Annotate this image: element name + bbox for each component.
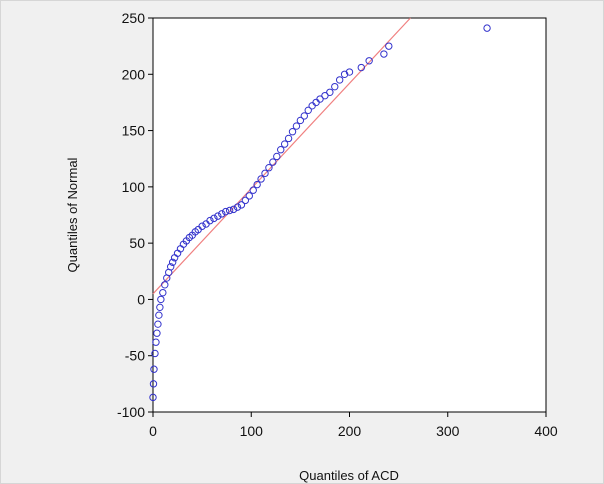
y-axis-ticks: -100 -50 0 50 100 150 200 250 xyxy=(117,10,153,420)
data-point xyxy=(296,116,305,125)
data-point xyxy=(288,127,297,136)
data-point xyxy=(483,24,491,32)
plot-area xyxy=(152,17,547,413)
data-point xyxy=(345,68,354,76)
x-tick-label: 0 xyxy=(149,423,157,439)
data-point xyxy=(335,76,344,84)
data-point xyxy=(214,212,222,220)
data-point xyxy=(380,50,388,58)
data-point xyxy=(331,82,339,91)
data-point xyxy=(265,164,273,172)
data-point xyxy=(222,207,230,216)
data-point xyxy=(153,329,161,337)
data-point xyxy=(257,175,265,183)
data-point xyxy=(365,57,373,65)
y-tick-label: 150 xyxy=(122,123,146,139)
data-points xyxy=(149,24,491,402)
data-point xyxy=(245,192,253,200)
y-tick-label: 50 xyxy=(129,235,145,251)
data-point xyxy=(161,281,169,289)
data-point xyxy=(321,91,329,100)
data-point xyxy=(249,186,257,194)
data-point xyxy=(166,263,175,271)
data-point xyxy=(156,303,164,312)
y-axis-label: Quantiles of Normal xyxy=(65,157,80,272)
y-tick-label: -50 xyxy=(125,348,145,364)
data-point xyxy=(292,122,301,130)
data-point xyxy=(157,295,165,304)
x-axis-ticks: 0 100 200 300 400 xyxy=(149,412,558,439)
y-tick-label: 250 xyxy=(122,10,146,26)
data-point xyxy=(233,203,242,211)
data-point xyxy=(149,380,158,388)
x-tick-label: 300 xyxy=(436,423,460,439)
y-tick-label: 100 xyxy=(122,179,146,195)
data-point xyxy=(357,63,365,72)
data-point xyxy=(304,106,312,115)
data-point xyxy=(229,205,238,214)
data-point xyxy=(253,180,261,189)
data-point xyxy=(210,214,218,223)
data-point xyxy=(155,311,163,319)
y-tick-label: -100 xyxy=(117,404,145,420)
data-point xyxy=(198,222,206,230)
data-point xyxy=(326,88,334,96)
y-tick-label: 0 xyxy=(137,291,145,307)
data-point xyxy=(218,210,226,218)
data-point xyxy=(284,134,293,143)
data-point xyxy=(280,140,289,148)
data-point xyxy=(385,42,393,50)
data-point xyxy=(237,201,246,209)
data-point xyxy=(149,393,157,402)
data-point xyxy=(225,206,234,215)
data-point xyxy=(152,338,160,346)
data-point xyxy=(273,152,281,161)
x-tick-label: 400 xyxy=(534,423,558,439)
x-axis-label: Quantiles of ACD xyxy=(299,468,399,483)
data-point xyxy=(206,216,214,225)
x-tick-label: 100 xyxy=(240,423,264,439)
data-point xyxy=(154,320,162,328)
data-point xyxy=(159,288,167,297)
y-tick-label: 200 xyxy=(122,66,146,82)
data-point xyxy=(261,169,269,178)
data-point xyxy=(300,112,309,120)
data-point xyxy=(269,158,277,166)
data-point xyxy=(150,365,158,373)
data-point xyxy=(151,349,159,358)
data-point xyxy=(168,258,177,266)
data-point xyxy=(241,196,250,205)
x-tick-label: 200 xyxy=(338,423,362,439)
data-point xyxy=(340,70,349,78)
data-point xyxy=(316,95,324,103)
data-point xyxy=(277,146,285,154)
